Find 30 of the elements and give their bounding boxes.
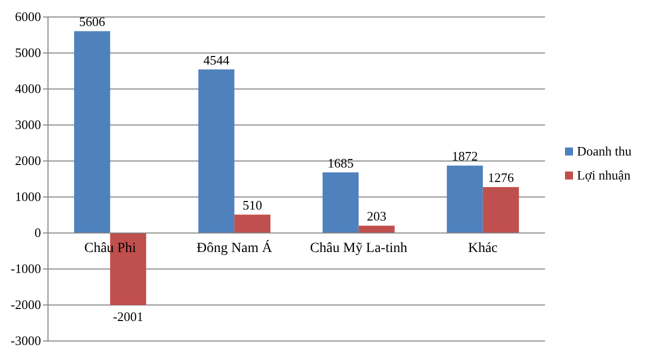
x-tick-label: Khác <box>468 241 498 256</box>
y-tick-label: 3000 <box>15 117 41 132</box>
data-label: 1685 <box>328 155 354 170</box>
y-tick-label: 6000 <box>15 9 41 24</box>
bar <box>198 69 234 233</box>
bar <box>234 214 270 233</box>
legend-label: Doanh thu <box>577 144 632 158</box>
y-tick-label: 4000 <box>15 81 41 96</box>
legend-label: Lợi nhuận <box>577 168 631 182</box>
y-tick-label: -2000 <box>10 297 41 312</box>
y-tick-label: 1000 <box>15 189 41 204</box>
data-label: 1872 <box>452 148 478 164</box>
y-tick-label: -3000 <box>10 333 41 348</box>
x-tick-label: Châu Mỹ La-tinh <box>310 241 408 256</box>
y-tick-label: -1000 <box>10 261 41 276</box>
data-label: -2001 <box>112 309 144 324</box>
data-label: 1276 <box>488 170 514 186</box>
y-tick-label: 0 <box>34 225 41 240</box>
data-label: 5606 <box>79 14 106 30</box>
bar <box>446 166 483 233</box>
y-tick-label: 2000 <box>15 153 41 168</box>
data-label: 4544 <box>203 52 230 68</box>
y-tick-label: 5000 <box>15 45 41 60</box>
bar <box>74 31 110 233</box>
bar <box>322 172 359 233</box>
data-label: 203 <box>366 208 386 224</box>
data-label: 510 <box>242 198 262 213</box>
bar <box>358 226 395 233</box>
bar <box>482 187 519 233</box>
x-tick-label: Đông Nam Á <box>196 239 273 256</box>
